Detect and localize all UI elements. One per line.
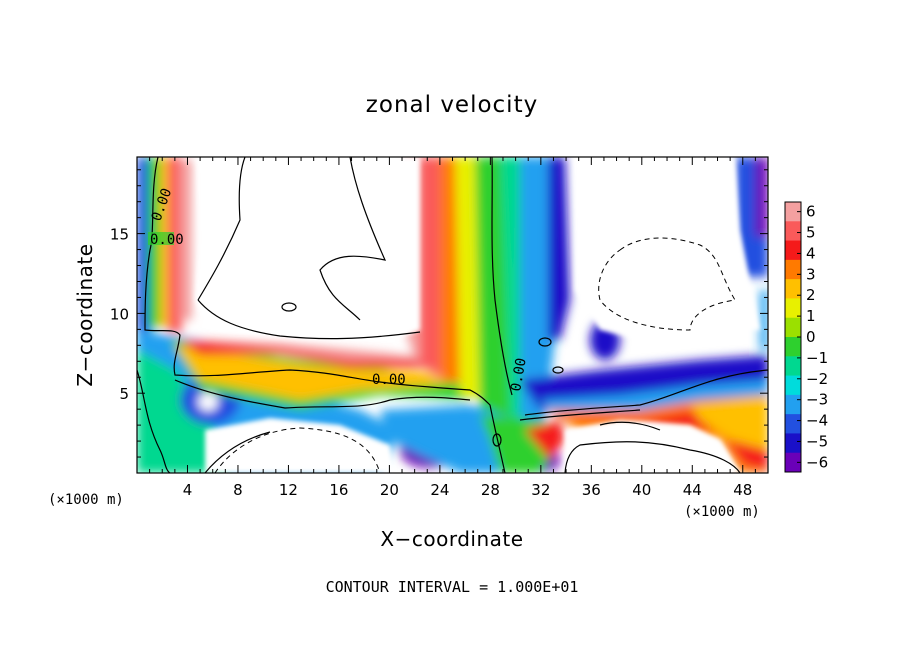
- x-tick-label: 28: [481, 481, 500, 499]
- chart-title: zonal velocity: [366, 92, 538, 118]
- y-tick-label: 5: [119, 385, 129, 403]
- y-tick-label: 15: [110, 226, 129, 244]
- colorbar-tick-label: −6: [806, 453, 828, 471]
- colorbar-tick-label: 5: [806, 224, 816, 242]
- x-tick-label: 40: [632, 481, 651, 499]
- y-axis-label: Z−coordinate: [73, 243, 97, 386]
- colorbar-swatch: [785, 259, 801, 280]
- x-tick-label: 36: [582, 481, 601, 499]
- contour-label: 0.00: [372, 372, 406, 388]
- x-unit-label-right: (×1000 m): [684, 504, 760, 520]
- colorbar-tick-label: 4: [806, 244, 816, 262]
- colorbar-swatch: [785, 221, 801, 242]
- colorbar-tick-label: −1: [806, 349, 828, 367]
- colorbar-swatch: [785, 452, 801, 473]
- colorbar-swatch: [785, 202, 801, 222]
- y-axis: 5 10 15: [110, 169, 768, 458]
- colorbar-swatch: [785, 317, 801, 338]
- colorbar-tick-label: 1: [806, 307, 816, 325]
- colorbar-swatch: [785, 375, 801, 396]
- contour-label: 0.00: [508, 357, 530, 393]
- colorbar-tick-label: 6: [806, 203, 816, 221]
- colorbar-tick-label: −4: [806, 412, 828, 430]
- colorbar-tick-label: 0: [806, 328, 816, 346]
- x-axis: 4 8 12 16 20 24 28 32 36 40 44 48: [149, 157, 756, 499]
- colorbar-swatch: [785, 337, 801, 357]
- x-tick-label: 4: [183, 481, 193, 499]
- colorbar-tick-label: 3: [806, 265, 816, 283]
- x-tick-label: 12: [279, 481, 298, 499]
- colorbar-tick-label: 2: [806, 286, 816, 304]
- x-tick-label: 16: [329, 481, 348, 499]
- contour-interval-note: CONTOUR INTERVAL = 1.000E+01: [326, 578, 579, 596]
- x-tick-label: 44: [683, 481, 702, 499]
- x-tick-label: 48: [733, 481, 752, 499]
- colorbar-swatch: [785, 433, 801, 454]
- x-tick-label: 32: [531, 481, 550, 499]
- x-tick-label: 20: [380, 481, 399, 499]
- contour-lines: [137, 157, 768, 473]
- colorbar-tick-label: −2: [806, 370, 828, 388]
- colorbar-swatch: [785, 279, 801, 299]
- y-tick-label: 10: [110, 305, 129, 323]
- colorbar-swatch: [785, 394, 801, 415]
- colorbar-swatch: [785, 414, 801, 434]
- plot-area: 0.00 0.00 0.00 0.00: [137, 157, 768, 473]
- negative-contours: [214, 237, 736, 473]
- colorbar-tick-label: −3: [806, 391, 828, 409]
- contour-label: 0.00: [150, 232, 184, 248]
- colorbar: 6 5 4 3 2 1 0 −1 −2 −3 −4 −5 −6: [784, 201, 828, 473]
- x-tick-label: 24: [430, 481, 449, 499]
- x-axis-label: X−coordinate: [380, 527, 523, 551]
- x-tick-label: 8: [233, 481, 243, 499]
- colorbar-swatch: [785, 298, 801, 319]
- colorbar-swatch: [785, 240, 801, 261]
- x-unit-label-left: (×1000 m): [48, 492, 124, 508]
- colorbar-swatch: [785, 356, 801, 377]
- colorbar-tick-label: −5: [806, 432, 828, 450]
